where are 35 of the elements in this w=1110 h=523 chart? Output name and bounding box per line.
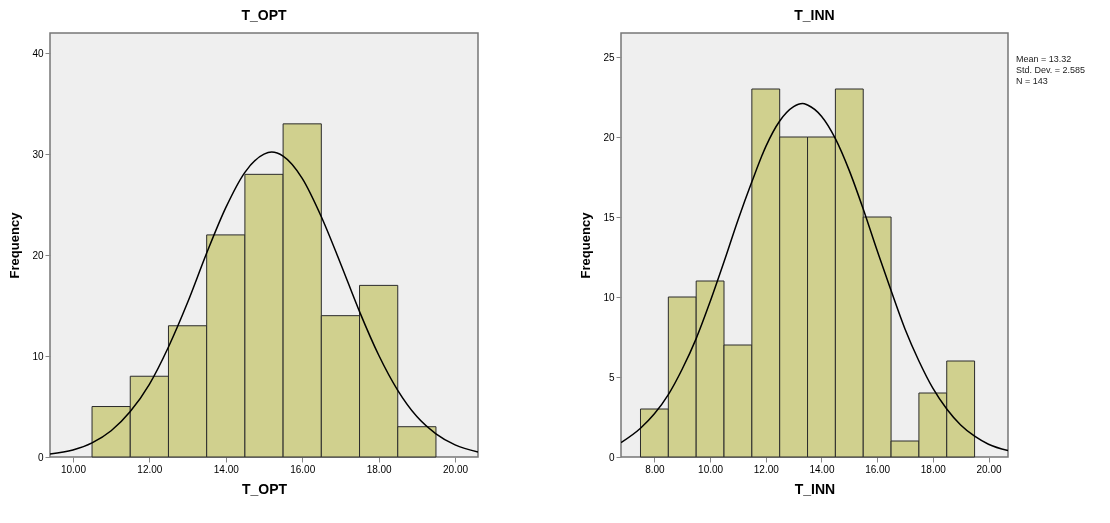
y-tick-label: 5 <box>608 371 615 383</box>
text: N = 143 <box>1016 76 1048 86</box>
line-series <box>621 102 1008 452</box>
x-tick-label: 14.00 <box>213 463 240 475</box>
y-axis-title: Frequency <box>7 211 23 279</box>
x-tick-label: 16.00 <box>865 463 891 475</box>
y-tick-label: 15 <box>603 211 615 223</box>
y-tick-label: 20 <box>603 131 615 143</box>
x-axis-title: T_INN <box>794 480 836 497</box>
x-tick-label: 16.00 <box>290 463 316 475</box>
y-tick-label: 20 <box>32 249 44 261</box>
x-tick-label: 12.00 <box>753 463 780 475</box>
text: Mean = 13.32 <box>1016 54 1072 64</box>
x-tick-label: 12.00 <box>137 463 163 475</box>
text: Std. Dev. = 2.585 <box>1016 65 1086 75</box>
y-tick-label: 40 <box>32 47 44 59</box>
x-tick-label: 14.00 <box>809 463 835 475</box>
y-tick-label: 10 <box>603 291 615 303</box>
chart-title: T_OPT <box>241 7 287 23</box>
x-tick-label: 20.00 <box>976 463 1002 475</box>
y-tick-label: 0 <box>608 451 615 463</box>
x-tick-label: 18.00 <box>920 463 947 475</box>
y-tick-label: 0 <box>37 451 44 463</box>
line-series <box>50 151 478 455</box>
x-tick-label: 8.00 <box>645 463 666 475</box>
x-tick-label: 18.00 <box>366 463 393 475</box>
y-tick-label: 25 <box>603 51 615 63</box>
x-tick-label: 20.00 <box>443 463 469 475</box>
y-axis-title: Frequency <box>578 211 594 279</box>
chart-title: T_INN <box>794 7 835 23</box>
x-tick-label: 10.00 <box>60 463 87 475</box>
x-tick-label: 10.00 <box>698 463 724 475</box>
y-tick-label: 10 <box>32 350 44 362</box>
y-tick-label: 30 <box>32 148 44 160</box>
x-axis-title: T_OPT <box>241 480 288 497</box>
